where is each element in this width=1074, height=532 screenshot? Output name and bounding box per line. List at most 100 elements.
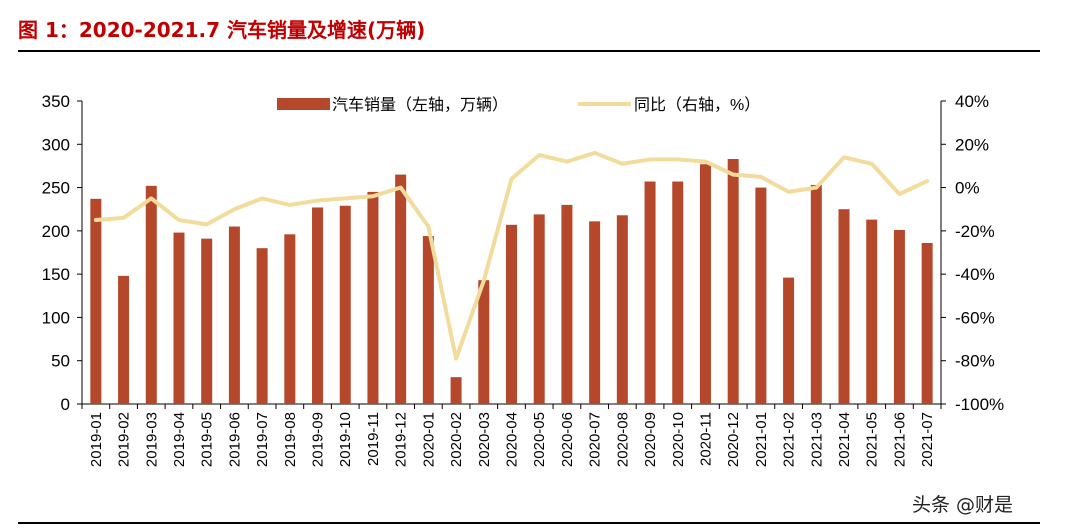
- x-tick-label: 2021-02: [781, 412, 798, 467]
- x-tick-label: 2021-07: [919, 412, 936, 467]
- bar-2019-08: [284, 234, 296, 404]
- left-tick-label: 50: [51, 352, 70, 371]
- yoy-point-2020-01: [427, 226, 429, 228]
- x-tick-label: 2019-08: [282, 412, 299, 467]
- x-tick-label: 2020-11: [697, 412, 714, 466]
- bar-2021-07: [921, 242, 933, 404]
- yoy-point-2020-07: [594, 152, 596, 154]
- yoy-point-2019-10: [344, 197, 346, 199]
- bar-2021-01: [755, 187, 767, 404]
- bar-2020-05: [533, 214, 545, 404]
- yoy-point-2019-07: [261, 197, 263, 199]
- right-tick-label: 0%: [955, 179, 980, 198]
- bar-2021-06: [893, 229, 905, 404]
- x-tick-label: 2019-01: [88, 412, 105, 467]
- yoy-point-2020-08: [621, 163, 623, 165]
- bar-2021-04: [838, 209, 850, 404]
- bar-series: [90, 159, 933, 404]
- yoy-point-2019-05: [206, 223, 208, 225]
- axes: 0 50 100 150 200 250 300 350 -100% -80% -60% -40% -2…: [42, 92, 1005, 467]
- x-tick-label: 2020-08: [614, 412, 631, 467]
- legend-label-yoy: 同比（右轴，%）: [634, 96, 760, 114]
- left-tick-label: 200: [42, 222, 70, 241]
- right-tick-label: -80%: [955, 352, 995, 371]
- bar-2019-02: [118, 275, 130, 404]
- yoy-point-2020-11: [704, 161, 706, 163]
- bar-2019-04: [173, 232, 185, 404]
- x-tick-label: 2019-12: [393, 412, 410, 467]
- yoy-point-2020-09: [649, 158, 651, 160]
- right-tick-label: -60%: [955, 308, 995, 327]
- bar-2020-10: [672, 181, 684, 404]
- bar-2019-07: [256, 248, 268, 404]
- bar-2019-05: [201, 238, 213, 404]
- bar-2020-02: [450, 377, 462, 404]
- x-tick-label: 2020-02: [448, 412, 465, 467]
- x-tick-label: 2021-01: [753, 412, 770, 467]
- x-tick-label: 2019-02: [116, 412, 133, 467]
- right-tick-label: -100%: [955, 395, 1004, 414]
- x-tick-label: 2021-03: [808, 412, 825, 467]
- yoy-point-2019-08: [289, 204, 291, 206]
- x-tick-label: 2019-04: [171, 412, 188, 467]
- right-tick-label: -20%: [955, 222, 995, 241]
- title-divider: [18, 50, 1040, 52]
- bar-2019-01: [90, 198, 102, 404]
- legend-label-sales: 汽车销量（左轴，万辆）: [332, 96, 508, 114]
- right-tick-label: 20%: [955, 135, 989, 154]
- figure-title: 图 1：2020-2021.7 汽车销量及增速(万辆): [18, 18, 426, 42]
- x-tick-label: 2019-09: [310, 412, 327, 467]
- x-tick-label: 2019-07: [254, 412, 271, 467]
- left-tick-label: 250: [42, 179, 70, 198]
- yoy-point-2019-03: [150, 197, 152, 199]
- bottom-divider: [18, 522, 1040, 524]
- bar-2019-10: [339, 205, 351, 404]
- yoy-point-2019-04: [178, 219, 180, 221]
- yoy-point-2020-06: [566, 161, 568, 163]
- yoy-point-2021-01: [760, 176, 762, 178]
- yoy-point-2020-12: [732, 174, 734, 176]
- x-tick-label: 2019-05: [199, 412, 216, 467]
- x-tick-label: 2020-01: [420, 412, 437, 467]
- bar-2019-12: [395, 174, 407, 404]
- bar-2020-11: [699, 164, 711, 404]
- yoy-point-2020-03: [483, 280, 485, 282]
- x-tick-label: 2020-05: [531, 412, 548, 467]
- bar-2019-11: [367, 191, 379, 404]
- yoy-point-2019-02: [123, 217, 125, 219]
- x-tick-label: 2019-06: [226, 412, 243, 467]
- yoy-point-2021-03: [815, 187, 817, 189]
- watermark: 头条 @财是: [912, 494, 1014, 516]
- yoy-point-2019-06: [233, 208, 235, 210]
- x-tick-label: 2020-03: [476, 412, 493, 467]
- x-tick-label: 2021-06: [891, 412, 908, 467]
- x-tick-label: 2020-10: [670, 412, 687, 467]
- line-series: [93, 150, 930, 361]
- bar-2020-08: [616, 215, 628, 404]
- yoy-point-2019-09: [317, 200, 319, 202]
- legend: 汽车销量（左轴，万辆） 同比（右轴，%）: [277, 96, 760, 114]
- x-tick-label: 2020-09: [642, 412, 659, 467]
- bar-2020-04: [506, 224, 517, 404]
- yoy-point-2021-04: [843, 156, 845, 158]
- x-tick-label: 2021-04: [836, 412, 853, 467]
- bar-2019-03: [145, 185, 157, 404]
- bar-2019-06: [228, 226, 240, 404]
- x-tick-label: 2021-05: [864, 412, 881, 467]
- left-tick-label: 100: [42, 308, 70, 327]
- yoy-point-2020-05: [538, 154, 540, 156]
- yoy-point-2020-10: [677, 158, 679, 160]
- bar-2020-09: [644, 181, 656, 404]
- left-tick-label: 350: [42, 92, 70, 111]
- yoy-point-2020-02: [455, 358, 457, 360]
- yoy-point-2019-12: [400, 187, 402, 189]
- yoy-point-2020-04: [511, 178, 512, 180]
- yoy-point-2021-05: [871, 163, 873, 165]
- x-tick-label: 2019-11: [365, 412, 382, 466]
- bar-2020-03: [478, 280, 490, 404]
- bar-2019-09: [312, 207, 324, 404]
- bar-2020-01: [422, 236, 434, 404]
- yoy-point-2019-11: [372, 195, 374, 197]
- x-tick-label: 2019-03: [143, 412, 160, 467]
